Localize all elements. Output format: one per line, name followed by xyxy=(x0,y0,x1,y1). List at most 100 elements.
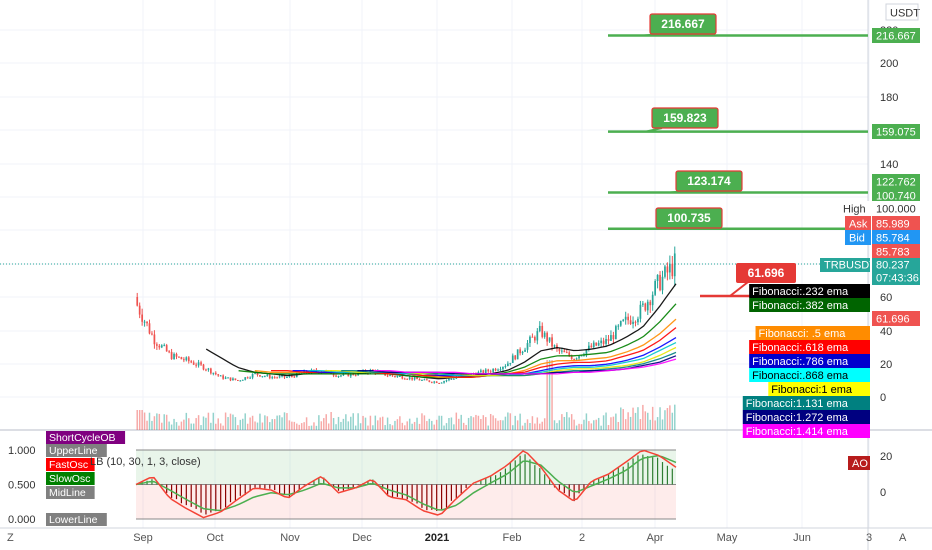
candle-body xyxy=(178,356,180,358)
candle-body xyxy=(443,381,445,383)
volume-bar xyxy=(563,416,566,430)
volume-bar xyxy=(325,414,327,430)
volume-bar xyxy=(345,414,347,430)
x-tick-label: Dec xyxy=(352,532,372,544)
volume-bar xyxy=(558,420,561,430)
volume-bar xyxy=(229,413,232,430)
volume-bar xyxy=(396,419,399,430)
candle-body xyxy=(558,348,561,352)
x-tick-label: Apr xyxy=(646,532,663,544)
candle-body xyxy=(163,345,166,347)
volume-bar xyxy=(610,417,612,430)
candle-body xyxy=(158,345,161,348)
volume-bar xyxy=(647,412,649,430)
volume-bar xyxy=(521,425,524,430)
volume-bar xyxy=(217,418,219,430)
volume-bar xyxy=(404,425,406,430)
ema-legend-text: Fibonacci:1.414 ema xyxy=(746,426,849,438)
candle-body xyxy=(595,342,598,346)
volume-bar xyxy=(512,425,514,430)
volume-bar xyxy=(509,413,512,430)
ema-line xyxy=(373,358,677,375)
candle-body xyxy=(288,375,291,378)
candle-body xyxy=(239,380,242,382)
candle-body xyxy=(509,362,512,364)
volume-bar xyxy=(426,421,428,430)
target-callout xyxy=(655,207,723,229)
volume-bar xyxy=(315,425,318,430)
volume-bar xyxy=(553,420,556,430)
target-callout-61 xyxy=(736,263,796,283)
candle-body xyxy=(435,381,438,383)
candle-body xyxy=(605,338,607,344)
candle-body xyxy=(354,375,357,377)
volume-bar xyxy=(450,417,453,430)
volume-bar xyxy=(386,417,389,430)
ema-legend-item xyxy=(749,340,870,354)
volume-bar xyxy=(359,423,362,430)
volume-bar xyxy=(539,423,541,430)
volume-bar xyxy=(639,419,642,430)
volume-bar xyxy=(551,360,553,430)
high-label xyxy=(839,201,871,216)
volume-bar xyxy=(669,405,671,430)
ema-legend: Fibonacci:.232 ema Fibonacci:.382 ema Fibo… xyxy=(742,284,870,438)
tag-159-text: 159.075 xyxy=(876,127,916,139)
candle-body xyxy=(524,349,526,352)
volume-bar xyxy=(561,414,563,430)
candle-body xyxy=(654,281,656,295)
volume-bar xyxy=(453,424,455,430)
osc-legend-text: SlowOsc xyxy=(49,473,90,485)
tag-100-text: 100.740 xyxy=(876,191,916,203)
candle-body xyxy=(659,274,661,291)
timezone-button[interactable]: Z xyxy=(7,532,14,544)
candle-body xyxy=(401,376,404,379)
candle-body xyxy=(418,379,421,381)
time-axis[interactable]: Sep Oct Nov Dec 2021 Feb 2 Apr May Jun 3 xyxy=(133,532,872,544)
candle-body xyxy=(597,343,600,346)
volume-bar xyxy=(364,417,367,430)
candle-body xyxy=(408,377,411,379)
volume-bar xyxy=(305,417,308,430)
volume-bar xyxy=(661,419,664,430)
volume-bar xyxy=(212,412,215,430)
candle-body xyxy=(423,379,426,381)
volume-bar xyxy=(239,419,242,430)
candle-body xyxy=(192,362,195,365)
candle-body xyxy=(278,376,281,378)
volume-bar xyxy=(654,420,656,430)
x-tick-label: Sep xyxy=(133,532,153,544)
candle-body xyxy=(673,253,676,277)
volume-bar xyxy=(649,419,651,430)
ema-legend-text: Fibonacci:1 ema xyxy=(771,384,853,396)
candle-body xyxy=(170,351,173,360)
candle-body xyxy=(254,373,256,375)
y-tick-label: 200 xyxy=(880,58,898,70)
candle-body xyxy=(224,377,227,379)
candle-body xyxy=(281,375,283,377)
candle-body xyxy=(612,335,615,340)
volume-bar xyxy=(242,418,244,430)
countdown-tag xyxy=(872,271,920,285)
candle-body xyxy=(143,321,146,323)
ema-line xyxy=(205,283,677,380)
volume-bar xyxy=(529,423,531,430)
auto-scale-button[interactable]: A xyxy=(899,532,907,544)
candle-body xyxy=(487,369,490,372)
candle-body xyxy=(430,381,433,383)
volume-bar xyxy=(617,421,620,430)
candle-body xyxy=(627,316,629,321)
candle-body xyxy=(617,325,620,327)
volume-bar xyxy=(514,415,516,430)
volume-bar xyxy=(183,419,185,430)
volume-bar xyxy=(423,415,426,430)
osc-left-tick: 1.000 xyxy=(8,445,36,457)
volume-bar xyxy=(433,424,435,430)
candle-body xyxy=(588,345,590,350)
candle-body xyxy=(475,373,477,376)
candle-body xyxy=(511,355,514,363)
candle-body xyxy=(156,344,158,346)
candle-body xyxy=(514,355,517,360)
volume-bar xyxy=(244,413,246,430)
